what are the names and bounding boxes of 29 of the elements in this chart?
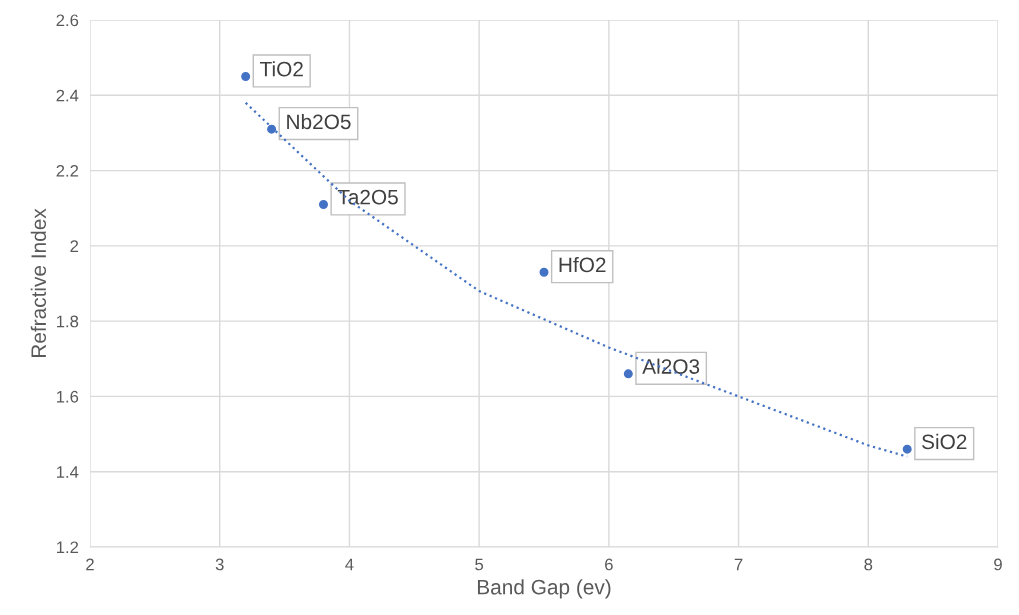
x-tick-label: 8 xyxy=(864,558,873,571)
annotation: SiO2 xyxy=(922,433,967,450)
x-axis-title: Band Gap (ev) xyxy=(477,579,611,599)
annotation: Nb2O5 xyxy=(287,113,351,130)
y-tick-label: 2 xyxy=(70,240,79,252)
point xyxy=(623,369,633,379)
y-tick-label: 1.6 xyxy=(56,390,79,403)
x-tick-label: 4 xyxy=(345,558,354,571)
annotation: TiO2 xyxy=(260,61,303,77)
annotation: HfO2 xyxy=(559,256,606,273)
y-tick-label: 1.2 xyxy=(56,541,79,554)
y-tick-label: 1.4 xyxy=(56,466,79,478)
x-tick-label: 6 xyxy=(605,558,613,571)
point xyxy=(267,124,277,134)
x-tick-label: 9 xyxy=(994,558,1002,571)
y-tick-label: 2.2 xyxy=(56,164,79,177)
y-tick-label: 2.6 xyxy=(56,14,79,27)
point xyxy=(318,199,328,209)
point xyxy=(539,267,549,277)
annotation: Ta2O5 xyxy=(337,189,398,205)
y-tick-label: 2.4 xyxy=(56,89,79,102)
x-tick-label: 3 xyxy=(215,558,224,571)
point xyxy=(902,444,912,454)
x-tick-label: 2 xyxy=(86,558,94,571)
y-axis-title: Refractive Index xyxy=(30,208,47,358)
x-tick-label: 5 xyxy=(475,558,484,571)
x-tick-label: 7 xyxy=(734,558,743,571)
y-tick-label: 1.8 xyxy=(56,315,79,328)
point xyxy=(241,71,251,81)
